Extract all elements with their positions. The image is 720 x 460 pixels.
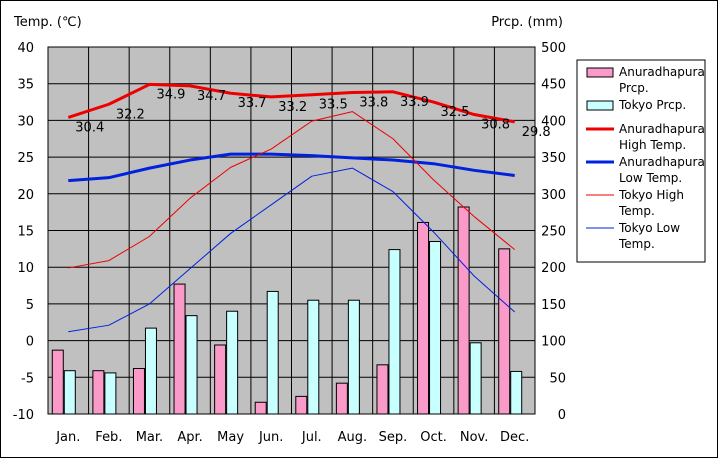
temp-line — [68, 167, 516, 333]
temp-data-label: 34.7 — [197, 89, 226, 104]
precip-bar — [254, 401, 267, 415]
legend-swatch — [586, 67, 614, 78]
x-tick-label: May — [217, 430, 244, 445]
legend-label: Anuradhapura — [619, 65, 705, 79]
temp-data-label: 33.2 — [278, 100, 307, 115]
temp-data-label: 30.8 — [481, 118, 510, 133]
legend-label: Tokyo Low — [618, 221, 680, 235]
left-tick-label: 25 — [17, 151, 34, 166]
legend-label: Anuradhapura — [619, 155, 705, 169]
grid-lines — [48, 47, 535, 414]
legend-label: High Temp. — [619, 138, 686, 152]
temp-data-label: 34.9 — [156, 87, 185, 102]
temp-data-label: 33.8 — [359, 96, 388, 111]
right-axis-title: Prcp. (mm) — [491, 15, 563, 30]
legend-label: Tokyo High — [618, 188, 684, 202]
legend-label: Prcp. — [619, 81, 649, 95]
x-tick-label: Oct. — [420, 430, 447, 445]
right-tick-label: 350 — [541, 151, 566, 166]
x-tick-label: Jan. — [55, 430, 80, 445]
precip-bar — [429, 241, 442, 415]
legend-label: Low Temp. — [619, 171, 682, 185]
x-tick-label: Nov. — [460, 430, 489, 445]
precip-bar — [347, 299, 360, 415]
temp-data-label: 33.5 — [319, 98, 348, 113]
legend-label: Temp. — [618, 237, 655, 251]
right-tick-label: 150 — [541, 298, 566, 313]
line-series — [67, 82, 516, 333]
x-tick-label: Feb. — [95, 430, 122, 445]
left-tick-label: 20 — [17, 188, 34, 203]
precip-bar — [226, 310, 239, 415]
left-tick-label: 0 — [26, 335, 34, 350]
temp-data-label: 33.9 — [400, 95, 429, 110]
right-tick-label: 500 — [541, 41, 566, 56]
precip-bar — [173, 283, 186, 415]
left-tick-label: 40 — [17, 41, 34, 56]
left-tick-label: 10 — [17, 261, 34, 276]
legend: Anuradhapura Prcp. Tokyo Prcp. Anuradhapura… — [576, 59, 706, 263]
legend-label: Tokyo Prcp. — [618, 98, 686, 112]
left-tick-label: 15 — [17, 225, 34, 240]
x-tick-label: Sep. — [379, 430, 408, 445]
precip-bar — [417, 221, 430, 415]
temp-data-label: 33.7 — [238, 96, 267, 111]
legend-swatch — [586, 100, 614, 111]
temp-line — [67, 82, 515, 124]
right-tick-label: 100 — [541, 335, 566, 350]
precip-bar — [92, 370, 105, 415]
precip-bar — [132, 367, 145, 415]
precip-bar — [266, 290, 279, 415]
bar-series — [51, 206, 523, 415]
precip-bar — [335, 382, 348, 415]
temp-data-label: 32.2 — [116, 107, 145, 122]
left-tick-label: -5 — [21, 371, 34, 386]
precip-bar — [51, 349, 64, 415]
plot-border — [47, 46, 536, 415]
left-tick-label: -10 — [13, 408, 34, 423]
precip-bar — [295, 395, 308, 415]
precip-bar — [376, 364, 389, 415]
legend-label: Anuradhapura — [619, 122, 705, 136]
x-tick-label: Apr. — [177, 430, 202, 445]
left-axis-title: Temp. (℃) — [13, 15, 82, 30]
x-tick-label: Dec. — [500, 430, 529, 445]
x-tick-label: Aug. — [338, 430, 368, 445]
right-tick-label: 300 — [541, 188, 566, 203]
precip-bar — [457, 206, 470, 415]
precip-bar — [510, 370, 523, 415]
left-tick-label: 35 — [17, 78, 34, 93]
left-tick-label: 30 — [17, 114, 34, 129]
precip-bar — [185, 315, 198, 415]
x-tick-label: Jun. — [258, 430, 283, 445]
x-tick-label: Jul. — [301, 430, 322, 445]
right-tick-label: 250 — [541, 225, 566, 240]
precip-bar — [214, 344, 227, 415]
precip-bar — [388, 249, 401, 415]
right-tick-label: 200 — [541, 261, 566, 276]
right-tick-label: 50 — [549, 371, 566, 386]
temp-line — [68, 111, 516, 269]
temp-line — [68, 152, 515, 183]
temp-data-label: 32.5 — [441, 105, 470, 120]
x-tick-label: Mar. — [136, 430, 163, 445]
left-tick-label: 5 — [26, 298, 34, 313]
right-tick-label: 450 — [541, 78, 566, 93]
precip-bar — [307, 299, 320, 415]
right-tick-label: 0 — [558, 408, 566, 423]
precip-bar — [104, 372, 117, 415]
precip-bar — [469, 342, 482, 415]
legend-label: Temp. — [618, 204, 655, 218]
data-labels: 30.4 32.2 34.9 34.7 33.7 33.2 33.5 33.8 33.9 32.5… — [75, 87, 550, 139]
right-tick-label: 400 — [541, 114, 566, 129]
precip-bar — [498, 248, 511, 415]
precip-bar — [144, 327, 157, 415]
temp-data-label: 30.4 — [75, 120, 104, 135]
temp-data-label: 29.8 — [522, 125, 551, 140]
precip-bar — [63, 370, 76, 415]
